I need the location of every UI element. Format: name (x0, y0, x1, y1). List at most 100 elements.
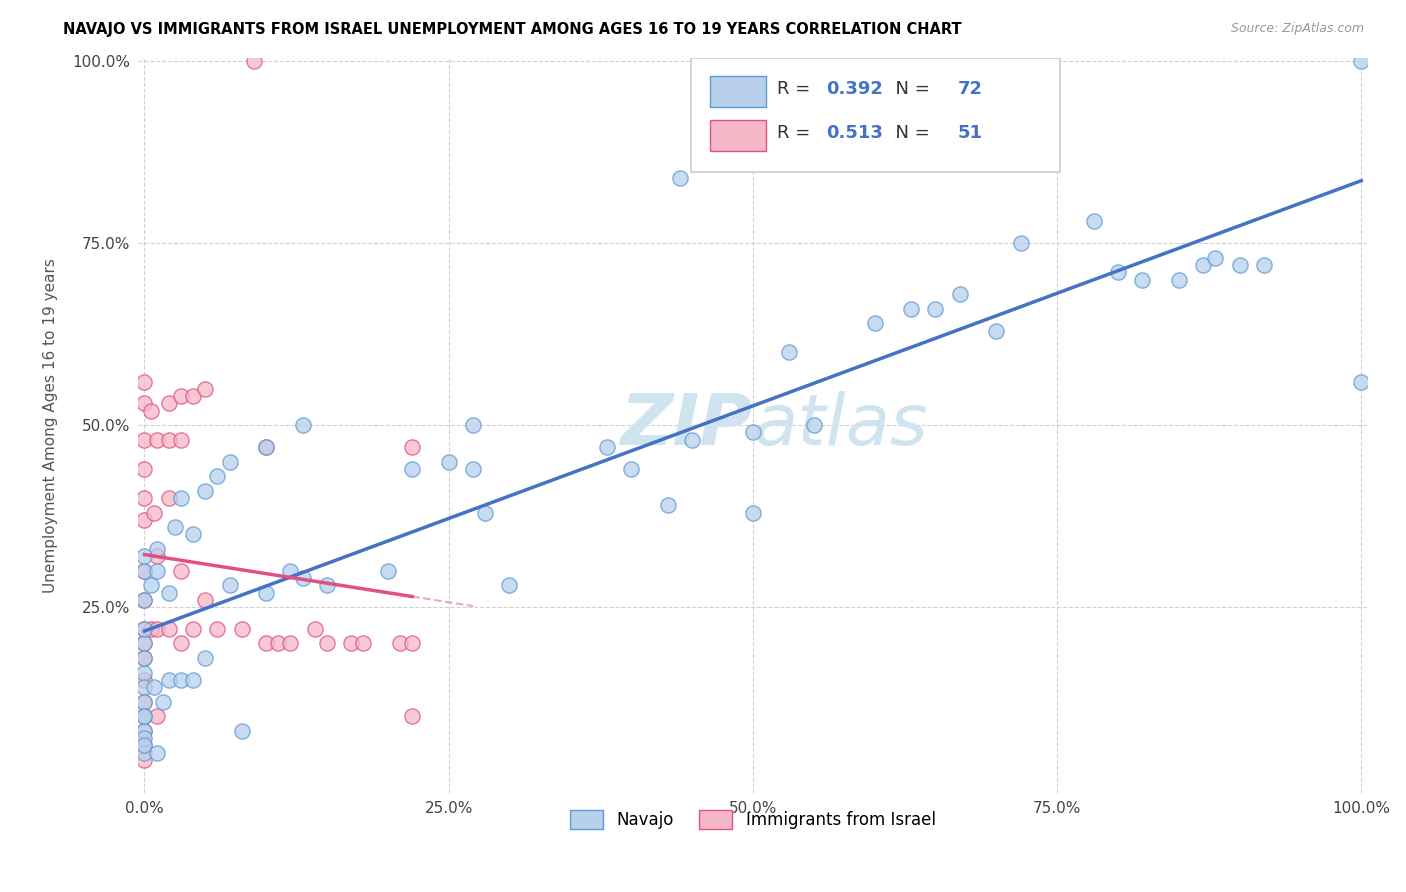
Point (291, 571, 314, 585)
Point (170, 564, 193, 578)
Point (353, 636, 375, 650)
Point (194, 651, 217, 665)
Point (134, 462, 156, 476)
Point (181, 527, 204, 541)
Point (157, 673, 180, 687)
Point (134, 673, 156, 687)
Point (461, 418, 484, 433)
Point (134, 651, 156, 665)
Point (134, 746, 156, 760)
Point (461, 462, 484, 476)
Point (145, 622, 167, 636)
Point (139, 622, 162, 636)
Point (134, 695, 156, 709)
Point (254, 636, 277, 650)
Point (163, 520, 186, 534)
Point (134, 709, 156, 723)
Point (134, 723, 156, 738)
Point (1229, 258, 1251, 272)
Point (181, 389, 204, 403)
Point (134, 636, 156, 650)
Point (145, 433, 167, 447)
Legend: Navajo, Immigrants from Israel: Navajo, Immigrants from Israel (564, 803, 942, 836)
Point (986, 324, 1008, 338)
Point (143, 506, 166, 520)
Point (194, 483, 217, 498)
Point (669, 170, 692, 185)
Point (1253, 258, 1275, 272)
Point (254, 440, 277, 454)
Point (134, 375, 156, 389)
Point (280, 636, 302, 650)
Point (134, 433, 156, 447)
Point (157, 433, 180, 447)
Point (194, 382, 217, 396)
Point (900, 301, 922, 316)
Point (803, 418, 825, 433)
Point (134, 709, 156, 723)
Point (254, 440, 277, 454)
Point (778, 345, 800, 359)
Text: NAVAJO VS IMMIGRANTS FROM ISRAEL UNEMPLOYMENT AMONG AGES 16 TO 19 YEARS CORRELAT: NAVAJO VS IMMIGRANTS FROM ISRAEL UNEMPLO… (63, 22, 962, 37)
Point (134, 396, 156, 410)
Point (377, 564, 399, 578)
Point (157, 491, 180, 505)
Point (1130, 273, 1153, 287)
Point (134, 592, 156, 607)
Point (498, 578, 520, 592)
Text: 0.513: 0.513 (827, 125, 883, 143)
Point (401, 462, 423, 476)
Point (152, 695, 174, 709)
Point (157, 622, 180, 636)
Point (134, 622, 156, 636)
Point (1010, 236, 1032, 251)
Point (316, 578, 339, 592)
Y-axis label: Unemployment Among Ages 16 to 19 years: Unemployment Among Ages 16 to 19 years (44, 258, 58, 592)
Text: 72: 72 (957, 80, 983, 98)
Point (1204, 251, 1226, 265)
Point (170, 491, 193, 505)
Point (145, 564, 167, 578)
Point (243, 54, 266, 69)
Text: 0.392: 0.392 (827, 80, 883, 98)
Point (134, 680, 156, 694)
Point (170, 433, 193, 447)
Point (401, 709, 423, 723)
Point (170, 673, 193, 687)
Point (304, 622, 326, 636)
Point (620, 462, 643, 476)
Point (145, 549, 167, 564)
Point (207, 622, 229, 636)
FancyBboxPatch shape (710, 76, 766, 107)
Point (207, 469, 229, 483)
Point (143, 680, 166, 694)
Point (949, 287, 972, 301)
Point (145, 746, 167, 760)
Point (1167, 273, 1189, 287)
Point (1107, 265, 1129, 279)
Point (280, 564, 302, 578)
Point (340, 636, 363, 650)
Text: 51: 51 (957, 125, 983, 143)
Point (139, 578, 162, 592)
Point (157, 585, 180, 599)
Point (134, 709, 156, 723)
Point (194, 592, 217, 607)
Point (267, 636, 290, 650)
Point (145, 541, 167, 556)
FancyBboxPatch shape (710, 120, 766, 151)
Text: R =: R = (778, 125, 817, 143)
Point (401, 440, 423, 454)
Point (134, 695, 156, 709)
Point (596, 440, 619, 454)
Point (134, 592, 156, 607)
Point (134, 723, 156, 738)
Text: N =: N = (884, 125, 936, 143)
Point (218, 454, 240, 468)
Point (924, 301, 946, 316)
Point (181, 622, 204, 636)
Point (231, 622, 253, 636)
Text: N =: N = (884, 80, 936, 98)
Point (134, 636, 156, 650)
Point (863, 316, 886, 330)
